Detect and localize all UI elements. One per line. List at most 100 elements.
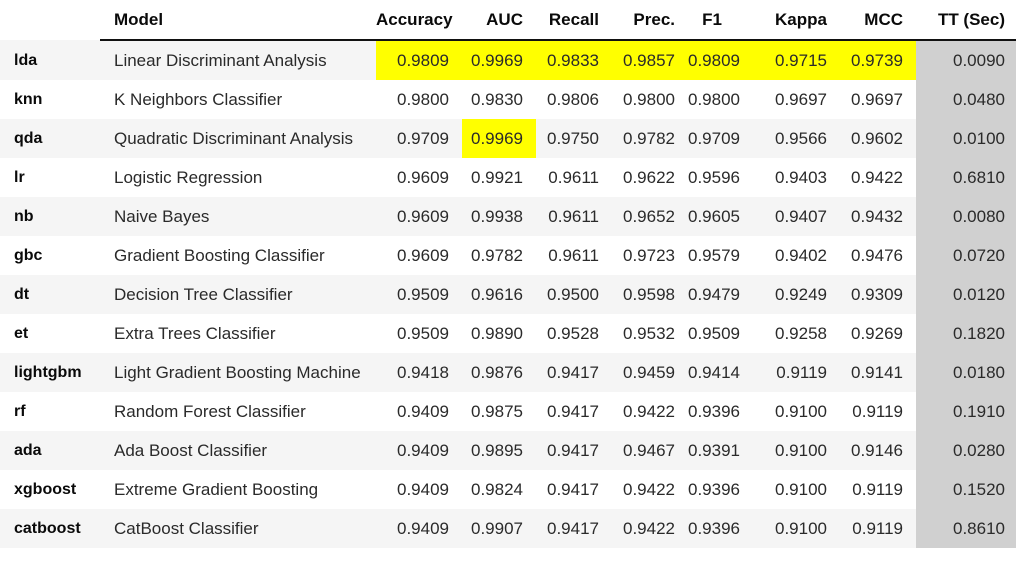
metric-cell-tt: 0.0120	[916, 275, 1016, 314]
metric-cell-auc: 0.9824	[471, 480, 523, 499]
row-index-label: rf	[14, 403, 26, 420]
metric-cell-kappa: 0.9100	[775, 480, 827, 499]
metric-cell-kappa: 0.9697	[775, 90, 827, 109]
column-header-tt-sec: TT (Sec)	[916, 0, 1016, 41]
metric-cell-f1: 0.9809	[688, 40, 764, 80]
metric-cell-f1: 0.9579	[688, 246, 740, 265]
metric-cell-f1: 0.9391	[688, 431, 764, 470]
metric-cell-recall: 0.9500	[536, 275, 612, 314]
metric-cell-mcc: 0.9119	[852, 402, 903, 421]
model-name-cell: Extra Trees Classifier	[114, 324, 276, 343]
metric-cell-auc: 0.9969	[462, 119, 536, 158]
metric-cell-auc: 0.9782	[471, 246, 523, 265]
metric-cell-recall: 0.9417	[547, 480, 599, 499]
metric-cell-accuracy: 0.9509	[376, 275, 462, 314]
column-header-index	[0, 0, 100, 40]
column-header-f1: F1	[688, 0, 764, 41]
metric-cell-mcc: 0.9119	[840, 509, 916, 548]
metric-cell-kappa: 0.9715	[764, 40, 840, 80]
table-row: et Extra Trees Classifier 0.9509 0.9890 0.95…	[0, 314, 1016, 353]
metric-cell-kappa: 0.9402	[775, 246, 827, 265]
metric-cell-kappa: 0.9566	[764, 119, 840, 158]
row-index-label: lightgbm	[0, 353, 100, 392]
metric-cell-kappa: 0.9100	[764, 509, 840, 548]
metric-cell-recall: 0.9611	[548, 246, 599, 265]
metric-cell-accuracy: 0.9800	[397, 90, 449, 109]
metric-cell-accuracy: 0.9409	[397, 480, 449, 499]
metric-cell-mcc: 0.9432	[840, 197, 916, 236]
metric-cell-prec: 0.9422	[623, 402, 675, 421]
metric-cell-accuracy: 0.9609	[397, 168, 449, 187]
metric-cell-recall: 0.9833	[536, 40, 612, 80]
column-header-auc: AUC	[462, 0, 536, 41]
table-row: ada Ada Boost Classifier 0.9409 0.9895 0.941…	[0, 431, 1016, 470]
column-header-mcc: MCC	[840, 0, 916, 41]
metric-cell-accuracy: 0.9809	[376, 40, 462, 80]
metric-cell-prec: 0.9532	[623, 324, 675, 343]
metric-cell-mcc: 0.9602	[840, 119, 916, 158]
model-name-cell: Extreme Gradient Boosting	[114, 480, 319, 499]
metric-cell-mcc: 0.9422	[851, 168, 903, 187]
model-name-cell: Linear Discriminant Analysis	[100, 40, 376, 80]
column-header-accuracy: Accuracy	[376, 0, 462, 41]
metric-cell-mcc: 0.9119	[852, 480, 903, 499]
metric-cell-f1: 0.9596	[688, 168, 740, 187]
metric-cell-accuracy: 0.9409	[376, 431, 462, 470]
metric-cell-prec: 0.9467	[612, 431, 688, 470]
table-row: lightgbm Light Gradient Boosting Machine 0…	[0, 353, 1016, 392]
metric-cell-accuracy: 0.9609	[397, 246, 449, 265]
metric-cell-prec: 0.9652	[612, 197, 688, 236]
row-index-label: lda	[0, 40, 100, 80]
metric-cell-prec: 0.9857	[612, 40, 688, 80]
metric-cell-tt: 0.1910	[916, 392, 1016, 431]
metric-cell-prec: 0.9723	[623, 246, 675, 265]
metric-cell-mcc: 0.9269	[851, 324, 903, 343]
metric-cell-recall: 0.9806	[547, 90, 599, 109]
metric-cell-mcc: 0.9476	[851, 246, 903, 265]
metric-cell-recall: 0.9417	[536, 431, 612, 470]
row-index-label: gbc	[14, 247, 43, 264]
metric-cell-kappa: 0.9100	[764, 431, 840, 470]
column-header-prec: Prec.	[612, 0, 688, 41]
metric-cell-mcc: 0.9739	[840, 40, 916, 80]
row-index-label: ada	[0, 431, 100, 470]
table-row: gbc Gradient Boosting Classifier 0.9609 0.9…	[0, 236, 1016, 275]
metric-cell-accuracy: 0.9709	[376, 119, 462, 158]
table-row: rf Random Forest Classifier 0.9409 0.9875 0.…	[0, 392, 1016, 431]
metric-cell-tt: 0.0280	[916, 431, 1016, 470]
metric-cell-f1: 0.9800	[688, 90, 740, 109]
model-name-cell: K Neighbors Classifier	[114, 90, 283, 109]
metric-cell-auc: 0.9938	[462, 197, 536, 236]
metric-cell-auc: 0.9969	[462, 40, 536, 80]
metric-cell-prec: 0.9422	[623, 480, 675, 499]
table-row: qda Quadratic Discriminant Analysis 0.9709…	[0, 119, 1016, 158]
metric-cell-accuracy: 0.9609	[376, 197, 462, 236]
metric-cell-kappa: 0.9119	[764, 353, 840, 392]
metric-cell-tt: 0.0100	[916, 119, 1016, 158]
metric-cell-tt: 0.0090	[916, 40, 1016, 80]
metric-cell-tt: 0.1820	[916, 314, 1016, 353]
metric-cell-recall: 0.9417	[547, 402, 599, 421]
metric-cell-accuracy: 0.9409	[376, 509, 462, 548]
metric-cell-auc: 0.9830	[471, 90, 523, 109]
model-name-cell: Quadratic Discriminant Analysis	[100, 119, 376, 158]
model-comparison-table: Model Accuracy AUC Recall Prec. F1 Kappa…	[0, 0, 1016, 548]
metric-cell-auc: 0.9890	[471, 324, 523, 343]
column-header-recall: Recall	[536, 0, 612, 41]
metric-cell-recall: 0.9417	[536, 353, 612, 392]
metric-cell-prec: 0.9800	[623, 90, 675, 109]
metric-cell-prec: 0.9422	[612, 509, 688, 548]
metric-cell-f1: 0.9479	[688, 275, 764, 314]
metric-cell-kappa: 0.9407	[764, 197, 840, 236]
metric-cell-recall: 0.9528	[547, 324, 599, 343]
metric-cell-tt: 0.0720	[916, 236, 1016, 275]
row-index-label: lr	[14, 169, 25, 186]
model-name-cell: CatBoost Classifier	[100, 509, 376, 548]
metric-cell-kappa: 0.9403	[775, 168, 827, 187]
row-index-label: qda	[0, 119, 100, 158]
model-name-cell: Ada Boost Classifier	[100, 431, 376, 470]
model-name-cell: Decision Tree Classifier	[100, 275, 376, 314]
metric-cell-accuracy: 0.9509	[397, 324, 449, 343]
metric-cell-accuracy: 0.9409	[397, 402, 449, 421]
column-header-model: Model	[100, 0, 376, 41]
